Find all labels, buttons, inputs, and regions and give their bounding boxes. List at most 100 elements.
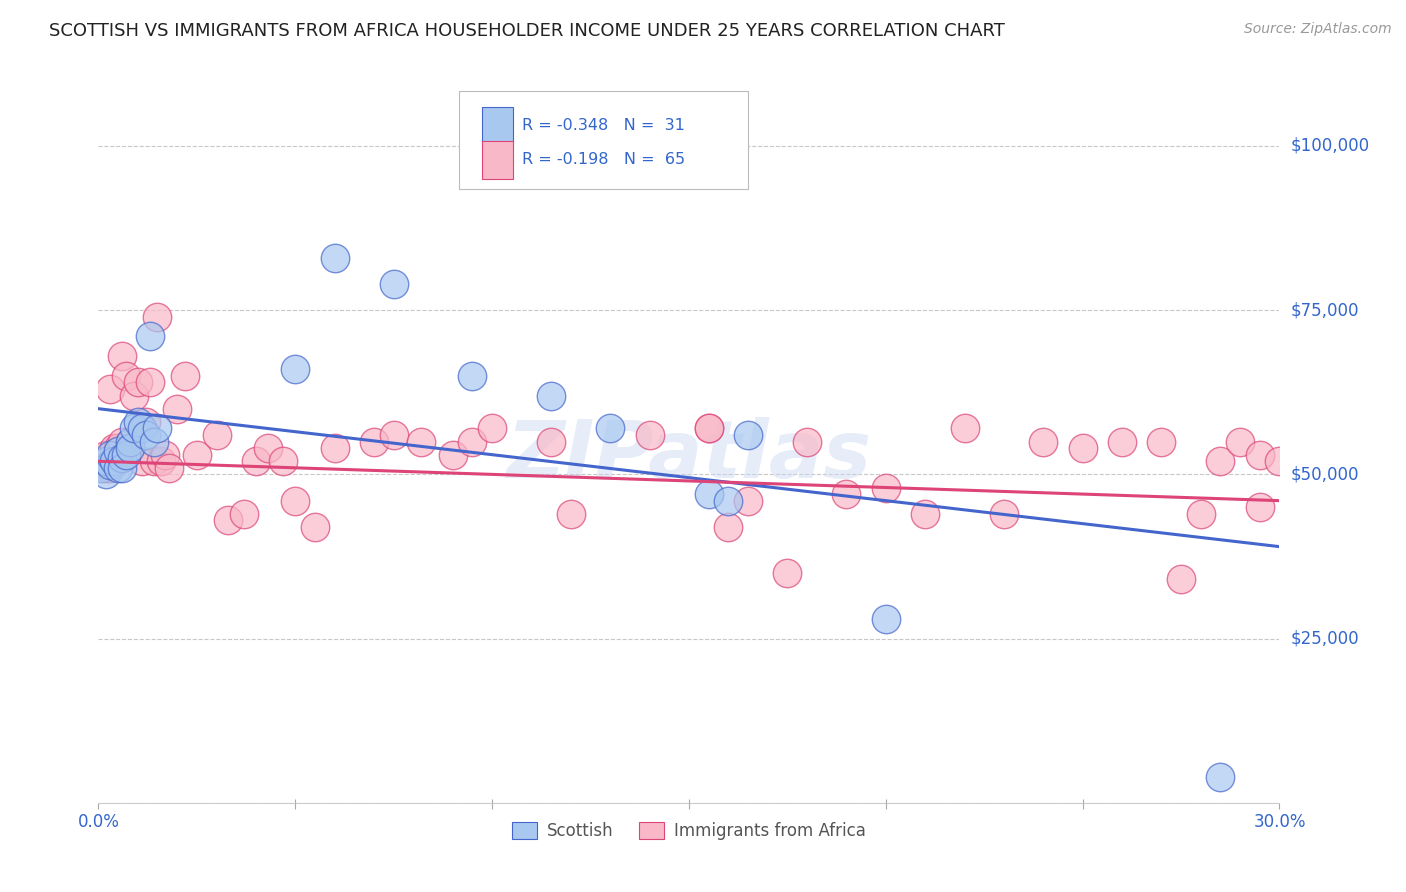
Point <box>382 277 405 291</box>
Point <box>1209 454 1232 468</box>
Text: R = -0.348   N =  31: R = -0.348 N = 31 <box>523 119 685 133</box>
Point <box>776 566 799 580</box>
Point <box>1170 573 1192 587</box>
Point <box>111 434 134 449</box>
Point <box>122 421 145 435</box>
Point <box>1150 434 1173 449</box>
Point <box>135 415 157 429</box>
Point <box>1189 507 1212 521</box>
Text: $75,000: $75,000 <box>1291 301 1360 319</box>
Point <box>1229 434 1251 449</box>
Point <box>875 481 897 495</box>
Point <box>914 507 936 521</box>
Point <box>256 441 278 455</box>
Point <box>118 441 141 455</box>
Point <box>150 454 173 468</box>
Point <box>284 362 307 376</box>
Point <box>273 454 295 468</box>
Point <box>441 448 464 462</box>
Text: $100,000: $100,000 <box>1291 137 1369 155</box>
Point <box>205 428 228 442</box>
Point <box>1071 441 1094 455</box>
Point <box>138 329 160 343</box>
Point <box>107 444 129 458</box>
FancyBboxPatch shape <box>482 107 513 145</box>
Point <box>717 493 740 508</box>
Point <box>142 454 165 468</box>
Point <box>174 368 197 383</box>
Point <box>697 421 720 435</box>
Text: ZIPatlas: ZIPatlas <box>506 417 872 495</box>
Point <box>127 376 149 390</box>
Point <box>96 467 118 482</box>
Point <box>217 513 239 527</box>
Point <box>91 454 114 468</box>
Point <box>127 415 149 429</box>
Point <box>107 460 129 475</box>
Point <box>142 434 165 449</box>
FancyBboxPatch shape <box>482 141 513 178</box>
Point <box>122 388 145 402</box>
Point <box>796 434 818 449</box>
Point <box>1268 454 1291 468</box>
Legend: Scottish, Immigrants from Africa: Scottish, Immigrants from Africa <box>503 814 875 848</box>
Point <box>103 441 125 455</box>
Point <box>131 421 153 435</box>
Point <box>461 434 484 449</box>
Point <box>737 428 759 442</box>
Point <box>233 507 256 521</box>
Point <box>461 368 484 383</box>
Point <box>284 493 307 508</box>
Point <box>146 310 169 324</box>
Point <box>118 434 141 449</box>
Point <box>697 487 720 501</box>
FancyBboxPatch shape <box>458 91 748 189</box>
Point <box>363 434 385 449</box>
Point <box>111 460 134 475</box>
Point <box>1209 770 1232 784</box>
Text: R = -0.198   N =  65: R = -0.198 N = 65 <box>523 153 686 168</box>
Point <box>115 448 138 462</box>
Point <box>96 448 118 462</box>
Point <box>115 368 138 383</box>
Point <box>1032 434 1054 449</box>
Point <box>835 487 858 501</box>
Point <box>166 401 188 416</box>
Point <box>540 388 562 402</box>
Point <box>131 454 153 468</box>
Point <box>1249 500 1271 515</box>
Point <box>382 428 405 442</box>
Point <box>638 428 661 442</box>
Point <box>111 450 134 465</box>
Point <box>186 448 208 462</box>
Point <box>411 434 433 449</box>
Point <box>323 251 346 265</box>
Point <box>599 421 621 435</box>
Text: $50,000: $50,000 <box>1291 466 1360 483</box>
Point <box>953 421 976 435</box>
Point <box>1111 434 1133 449</box>
Point <box>323 441 346 455</box>
Point <box>697 421 720 435</box>
Point <box>245 454 267 468</box>
Point <box>875 612 897 626</box>
Text: SCOTTISH VS IMMIGRANTS FROM AFRICA HOUSEHOLDER INCOME UNDER 25 YEARS CORRELATION: SCOTTISH VS IMMIGRANTS FROM AFRICA HOUSE… <box>49 22 1005 40</box>
Point <box>91 460 114 475</box>
Text: Source: ZipAtlas.com: Source: ZipAtlas.com <box>1244 22 1392 37</box>
Point <box>560 507 582 521</box>
Point <box>103 454 125 468</box>
Point <box>717 520 740 534</box>
Point <box>481 421 503 435</box>
Point <box>111 349 134 363</box>
Point <box>138 376 160 390</box>
Point <box>135 428 157 442</box>
Point <box>993 507 1015 521</box>
Point <box>304 520 326 534</box>
Point <box>98 448 121 462</box>
Point <box>118 434 141 449</box>
Point <box>107 441 129 455</box>
Point <box>98 460 121 475</box>
Point <box>98 458 121 472</box>
Point <box>540 434 562 449</box>
Point <box>157 460 180 475</box>
